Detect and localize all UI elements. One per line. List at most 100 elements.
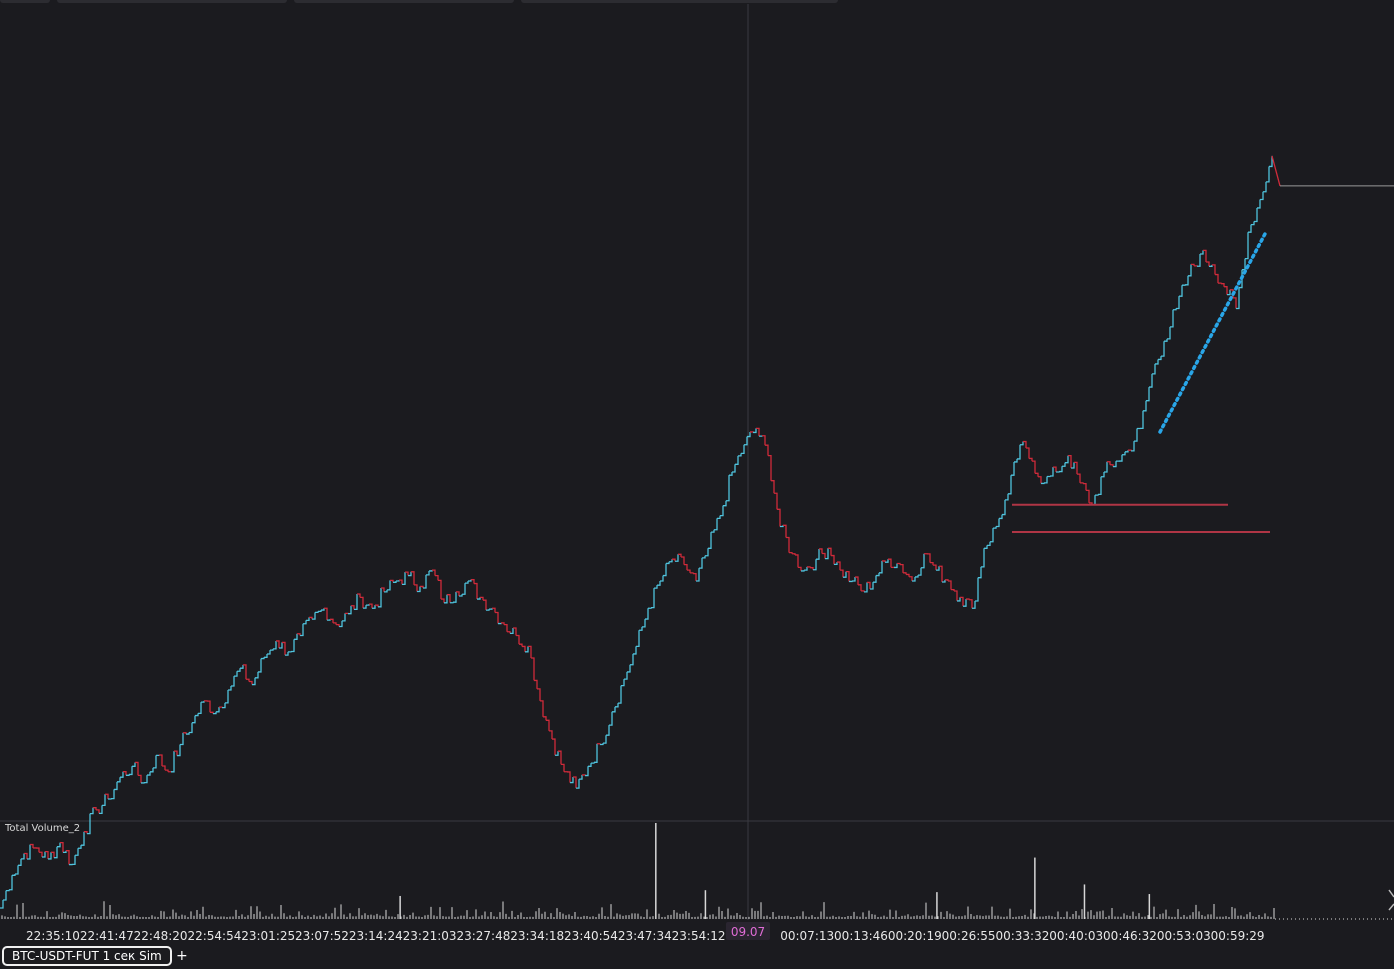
price-step <box>627 664 631 673</box>
price-step <box>804 566 808 571</box>
price-step <box>771 480 775 494</box>
price-step <box>825 548 829 560</box>
price-step <box>984 545 988 549</box>
price-step <box>87 813 91 835</box>
price-step <box>495 611 499 624</box>
price-step <box>426 570 430 576</box>
price-step <box>120 771 124 778</box>
price-step <box>210 711 214 714</box>
price-step <box>480 596 484 601</box>
price-step <box>240 664 244 669</box>
price-step <box>810 567 814 570</box>
top-tab-3[interactable] <box>294 0 514 3</box>
price-step <box>633 646 637 655</box>
price-step <box>102 794 106 807</box>
price-step <box>1152 363 1156 375</box>
price-step <box>774 492 778 510</box>
price-step <box>189 722 193 734</box>
price-step <box>468 579 472 582</box>
price-step <box>579 774 583 780</box>
x-tick-label: 00:07:13 <box>780 929 834 943</box>
price-step <box>450 602 454 604</box>
price-step <box>369 603 373 609</box>
price-step <box>678 553 682 557</box>
price-step <box>684 564 688 571</box>
price-step <box>687 569 691 573</box>
top-tab-1[interactable] <box>0 0 50 3</box>
price-step <box>129 766 133 776</box>
price-step <box>702 555 706 559</box>
price-step <box>447 594 451 603</box>
price-step <box>456 591 460 597</box>
price-step <box>123 771 127 776</box>
price-step <box>978 566 982 579</box>
price-step <box>360 596 364 609</box>
trend-line-segment[interactable] <box>1158 230 1268 434</box>
price-step <box>834 562 838 566</box>
price-step <box>1053 466 1057 472</box>
price-step <box>1029 457 1033 462</box>
price-step <box>852 577 856 582</box>
price-step <box>255 671 259 679</box>
price-step <box>861 590 865 592</box>
price-step <box>15 865 19 875</box>
price-step <box>1047 475 1051 478</box>
price-step <box>30 843 34 848</box>
price-step <box>1251 221 1255 226</box>
x-tick-label: 00:59:29 <box>1211 929 1265 943</box>
price-step <box>1146 387 1150 402</box>
instrument-tab[interactable]: BTC-USDT-FUT 1 сек Sim <box>2 946 172 966</box>
price-step <box>273 640 277 650</box>
price-step <box>1008 475 1012 495</box>
price-step <box>690 572 694 574</box>
price-step <box>333 622 337 625</box>
price-step <box>111 789 115 800</box>
price-step <box>828 547 832 556</box>
price-step <box>546 719 550 731</box>
price-step <box>1005 493 1009 501</box>
price-step <box>1260 191 1264 201</box>
price-step <box>342 613 346 622</box>
price-step <box>639 626 643 631</box>
price-step <box>936 566 940 571</box>
scroll-arrows-icon[interactable] <box>1388 889 1394 911</box>
price-step <box>1203 249 1207 262</box>
price-step <box>363 605 367 609</box>
price-step <box>243 664 247 680</box>
price-step <box>921 553 925 569</box>
price-step <box>927 553 931 563</box>
price-step <box>93 807 97 810</box>
price-step <box>555 751 559 756</box>
price-step <box>381 587 385 592</box>
price-step <box>195 713 199 717</box>
price-step <box>1215 273 1219 284</box>
price-step <box>807 566 811 568</box>
price-step <box>609 711 613 726</box>
add-tab-button[interactable]: + <box>176 948 188 964</box>
top-tab-2[interactable] <box>57 0 287 3</box>
price-step <box>75 848 79 856</box>
price-step <box>180 732 184 746</box>
price-step <box>294 633 298 640</box>
price-step <box>660 575 664 582</box>
price-step <box>177 744 181 757</box>
price-step <box>918 567 922 576</box>
price-step <box>303 620 307 625</box>
price-step <box>735 455 739 465</box>
price-step <box>1101 472 1105 478</box>
top-tab-4[interactable] <box>521 0 838 3</box>
price-chart[interactable]: Total Volume_2 22:35:10 22:41:47 22:48:20 2… <box>0 0 1394 945</box>
price-step <box>930 561 934 566</box>
price-step <box>18 858 22 866</box>
price-step <box>150 767 154 773</box>
price-step <box>792 553 796 555</box>
price-step <box>651 588 655 609</box>
price-step <box>1035 472 1039 477</box>
price-step <box>867 581 871 589</box>
price-step <box>573 776 577 789</box>
price-step <box>222 702 226 709</box>
price-step <box>270 648 274 651</box>
price-step <box>1134 428 1138 442</box>
price-step <box>414 584 418 592</box>
price-step <box>39 851 43 858</box>
